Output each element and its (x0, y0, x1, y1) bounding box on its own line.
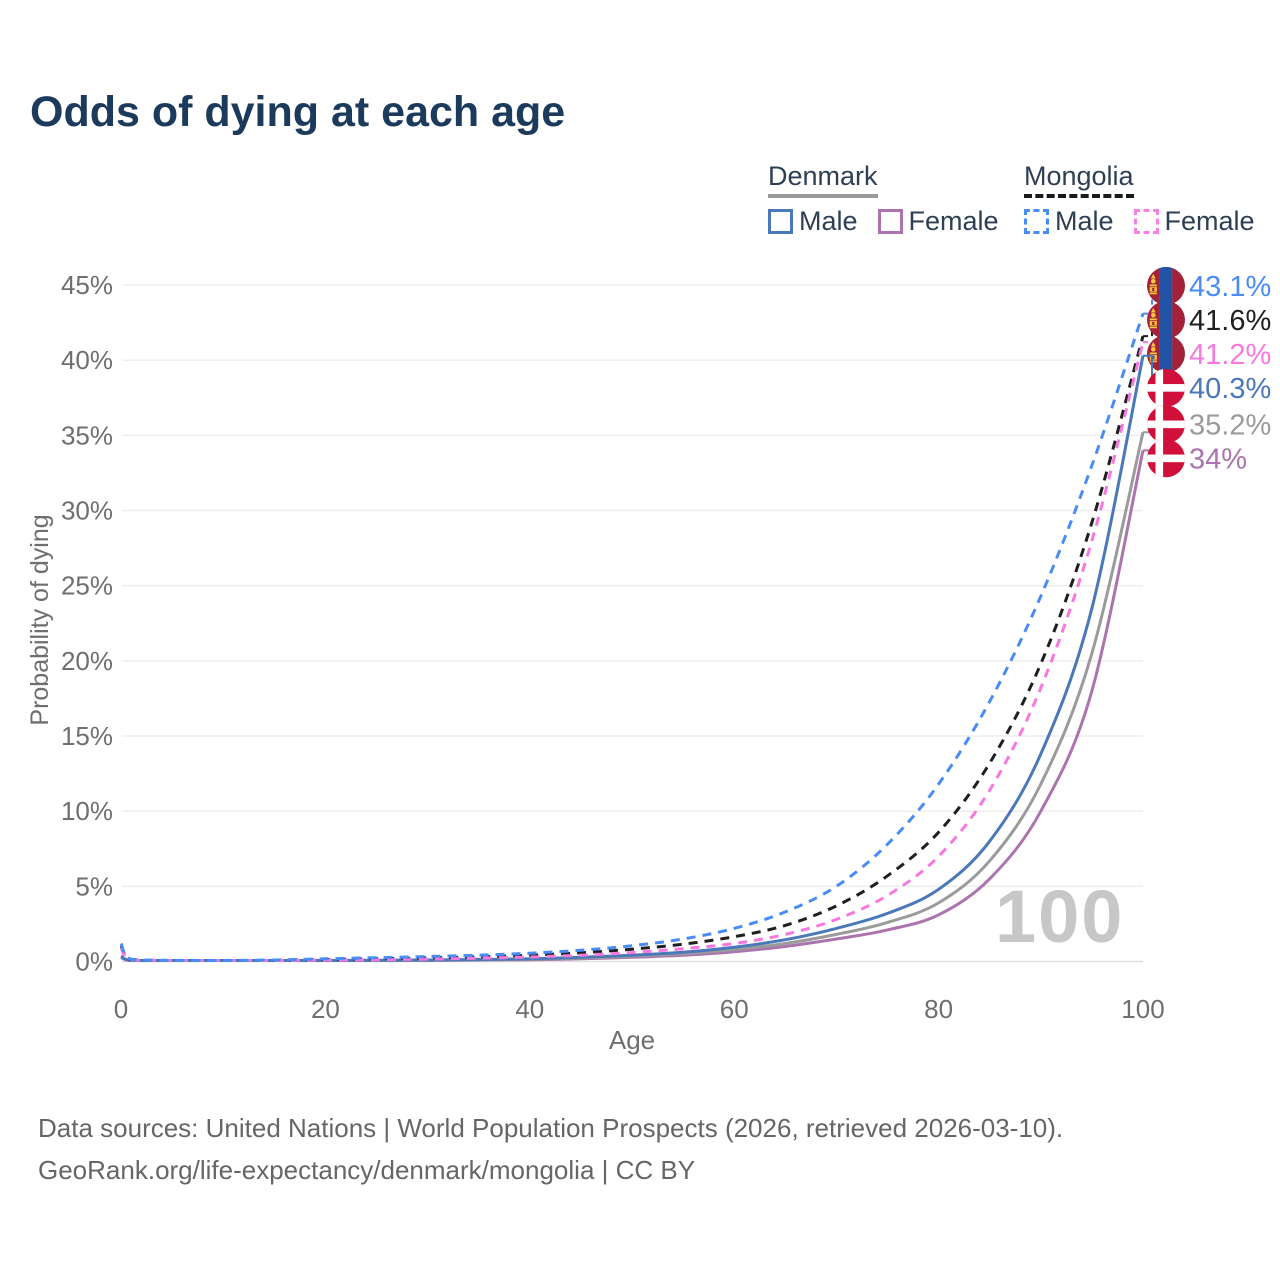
legend-header-mongolia[interactable]: Mongolia (1024, 161, 1134, 198)
end-label-value: 40.3% (1189, 373, 1271, 405)
end-label-value: 34% (1189, 443, 1247, 475)
x-tick-label: 40 (515, 994, 544, 1024)
y-tick-label: 20% (61, 646, 113, 676)
denmark-flag-icon (1147, 439, 1185, 478)
y-tick-label: 45% (61, 270, 113, 300)
end-label-value: 41.6% (1189, 305, 1271, 337)
legend-header-denmark[interactable]: Denmark (768, 161, 878, 198)
page-title: Odds of dying at each age (30, 88, 566, 136)
end-label-value: 43.1% (1189, 271, 1271, 303)
x-axis-title: Age (609, 1025, 655, 1055)
mongolia-flag-icon (1147, 334, 1185, 373)
legend-swatch-denmark-male[interactable] (768, 208, 793, 234)
legend-label: Male (799, 205, 858, 236)
legend-item-mongolia-male[interactable]: Male (1024, 206, 1114, 237)
y-tick-label: 5% (75, 871, 113, 901)
series-line-mongolia-female[interactable] (119, 341, 1145, 962)
footer-data-sources: Data sources: United Nations | World Pop… (38, 1113, 1064, 1143)
y-axis-title: Probability of dying (26, 514, 54, 725)
legend-label: Female (908, 205, 999, 236)
legend-items-mongolia: Male Female (1024, 206, 1255, 237)
series-line-mongolia-both-sexes[interactable] (119, 335, 1145, 962)
legend-label: Female (1164, 205, 1255, 236)
legend-group-mongolia: Mongolia Male Female (1024, 161, 1255, 237)
end-label-mongolia-female[interactable]: 41.2% (1147, 334, 1271, 373)
series-line-mongolia-male[interactable] (119, 313, 1145, 962)
x-tick-label: 80 (924, 994, 953, 1024)
y-tick-label: 10% (61, 796, 113, 826)
x-tick-label: 100 (1121, 994, 1164, 1024)
end-label-value: 35.2% (1189, 409, 1271, 441)
series-line-denmark-male[interactable] (120, 355, 1145, 962)
end-label-mongolia-male[interactable]: 43.1% (1147, 266, 1271, 305)
mongolia-flag-icon (1147, 300, 1185, 339)
denmark-flag-icon (1147, 405, 1185, 444)
y-tick-label: 15% (61, 721, 113, 751)
end-label-denmark-male[interactable]: 40.3% (1147, 368, 1271, 407)
legend-item-denmark-female[interactable]: Female (877, 205, 999, 237)
end-label-value: 41.2% (1189, 339, 1271, 371)
y-tick-label: 25% (61, 571, 113, 601)
end-label-denmark-female[interactable]: 34% (1147, 439, 1247, 478)
x-tick-label: 0 (114, 994, 128, 1024)
legend-label: Male (1055, 205, 1114, 236)
y-tick-label: 30% (61, 496, 113, 526)
age-watermark: 100 (995, 875, 1125, 958)
x-tick-label: 20 (311, 994, 340, 1024)
legend-swatch-denmark-female[interactable] (877, 208, 903, 234)
mongolia-flag-icon (1147, 266, 1185, 305)
y-tick-label: 35% (61, 420, 113, 450)
legend-item-denmark-male[interactable]: Male (768, 206, 858, 237)
y-tick-label: 40% (61, 345, 113, 375)
denmark-flag-icon (1147, 368, 1185, 407)
x-tick-label: 60 (720, 994, 749, 1024)
series-line-denmark-female[interactable] (120, 450, 1145, 962)
footer: Data sources: United Nations | World Pop… (38, 1108, 1063, 1191)
series-line-denmark-both-sexes[interactable] (120, 431, 1145, 962)
y-tick-label: 0% (75, 947, 113, 977)
end-label-mongolia-both-sexes[interactable]: 41.6% (1147, 300, 1271, 339)
legend-swatch-mongolia-female[interactable] (1133, 208, 1159, 234)
legend-swatch-mongolia-male[interactable] (1024, 208, 1049, 234)
footer-attribution: GeoRank.org/life-expectancy/denmark/mong… (38, 1154, 696, 1185)
legend-group-denmark: Denmark Male Female (768, 161, 999, 237)
legend-item-mongolia-female[interactable]: Female (1133, 205, 1255, 237)
end-label-denmark-both-sexes[interactable]: 35.2% (1147, 405, 1271, 444)
legend-items-denmark: Male Female (768, 206, 999, 237)
